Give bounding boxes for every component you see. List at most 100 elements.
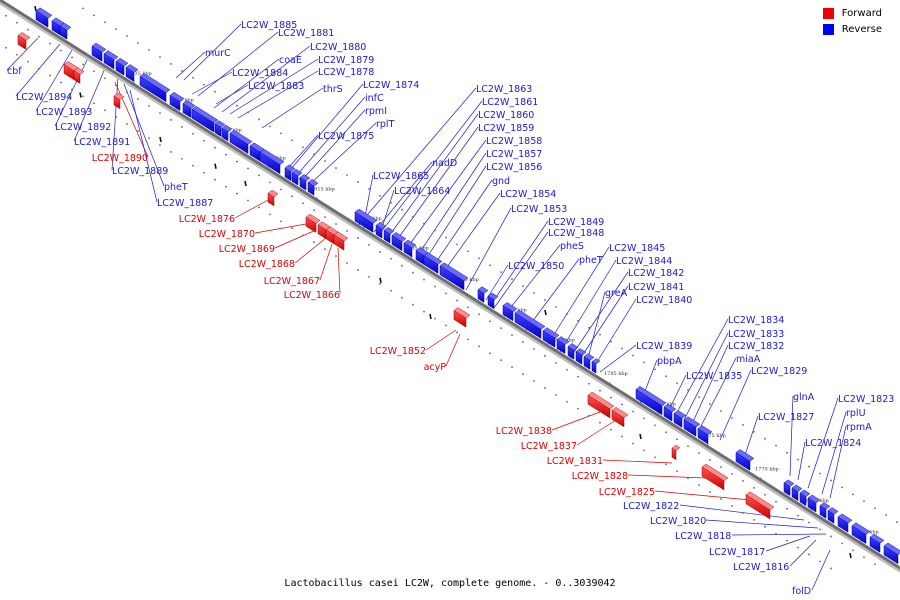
reverse-leader — [301, 109, 366, 181]
grid-dot — [269, 213, 271, 216]
grid-dot — [775, 532, 777, 535]
reverse-leader — [183, 23, 242, 81]
reverse-label: LC2W_1880 — [310, 42, 366, 53]
grid-dot — [654, 424, 656, 427]
reverse-swatch — [822, 24, 834, 35]
grid-dot — [610, 340, 612, 343]
gene-top-face — [305, 213, 321, 224]
grid-dot — [159, 144, 161, 146]
reverse-label: LC2W_1854 — [500, 189, 556, 200]
grid-dot — [445, 236, 447, 239]
reverse-leader — [111, 75, 119, 171]
grid-dot — [753, 486, 755, 489]
grid-dot — [82, 7, 84, 10]
forward-label: LC2W_1876 — [179, 214, 235, 225]
grid-dot — [819, 528, 821, 531]
grid-dot — [445, 324, 447, 327]
grid-dot — [764, 493, 766, 496]
grid-dot — [148, 49, 150, 51]
legend-label-forward: Forward — [841, 8, 882, 19]
grid-dot — [203, 171, 205, 174]
reverse-leader — [465, 207, 512, 291]
reverse-label: LC2W_1816 — [733, 562, 789, 573]
grid-dot — [379, 194, 381, 197]
reverse-label: LC2W_1853 — [511, 204, 567, 215]
grid-dot — [786, 539, 788, 542]
gene-top-face — [735, 449, 755, 462]
reverse-leader — [731, 533, 827, 536]
grid-dot — [720, 466, 722, 468]
grid-dot — [566, 368, 568, 371]
grid-dot — [434, 229, 436, 232]
grid-dot — [192, 132, 194, 135]
grid-dot — [214, 178, 216, 181]
gene-top-face — [827, 507, 839, 515]
grid-dot — [137, 130, 139, 132]
grid-dot — [764, 525, 766, 528]
grid-dot — [225, 97, 227, 100]
grid-dot — [236, 160, 238, 163]
reverse-leader — [309, 122, 377, 185]
forward-label: LC2W_1825 — [599, 487, 655, 498]
reverse-leader — [789, 539, 817, 567]
reverse-leader — [221, 45, 311, 113]
grid-dot — [643, 361, 645, 364]
reverse-leader — [719, 369, 752, 441]
grid-dot — [896, 521, 898, 524]
reverse-label: LC2W_1829 — [751, 366, 807, 377]
grid-dot — [192, 164, 194, 167]
grid-dot — [5, 14, 7, 17]
reverse-label: LC2W_1822 — [623, 501, 679, 512]
reverse-label: LC2W_1833 — [728, 329, 784, 340]
gene-top-face — [514, 309, 546, 330]
gene-top-face — [267, 189, 279, 198]
scale-tick-label: 1800 kbp — [455, 277, 479, 283]
reverse-label: LC2W_1879 — [318, 55, 374, 66]
grid-dot — [577, 407, 579, 410]
forward-leader — [337, 247, 341, 295]
reverse-leader — [679, 504, 805, 521]
reverse-leader — [765, 535, 811, 552]
reverse-leader — [191, 71, 233, 95]
grid-dot — [753, 518, 755, 521]
grid-dot — [16, 21, 18, 24]
grid-dot — [775, 500, 777, 503]
forward-label: LC2W_1837 — [521, 441, 577, 452]
reverse-leader — [811, 549, 831, 591]
grid-dot — [808, 553, 810, 556]
grid-dot — [258, 118, 260, 121]
grid-dot — [742, 424, 744, 426]
reverse-label: murC — [205, 48, 231, 59]
gene-top-face — [502, 302, 518, 313]
grid-dot — [731, 417, 733, 419]
reverse-leader — [821, 411, 847, 495]
grid-dot — [676, 438, 678, 441]
grid-dot — [709, 491, 711, 493]
gene-top-face — [125, 64, 139, 73]
grid-dot — [830, 535, 832, 538]
grid-dot — [555, 393, 557, 396]
grid-dot — [170, 119, 172, 121]
grid-dot — [346, 230, 348, 232]
reverse-leader — [123, 83, 165, 187]
reverse-leader — [577, 285, 629, 363]
reverse-leader — [807, 397, 839, 489]
grid-dot — [280, 132, 282, 135]
gene-top-face — [819, 502, 831, 510]
reverse-label: LC2W_1864 — [394, 186, 450, 197]
grid-dot — [533, 380, 535, 382]
gene-top-face — [191, 105, 219, 124]
forward-label: LC2W_1852 — [370, 346, 426, 357]
grid-dot — [115, 116, 117, 119]
forward-leader — [627, 474, 707, 479]
grid-dot — [643, 449, 645, 452]
grid-dot — [159, 56, 161, 58]
grid-dot — [885, 514, 887, 517]
grid-dot — [511, 366, 513, 369]
grid-dot — [786, 507, 788, 510]
grid-dot — [280, 220, 282, 223]
reverse-label: LC2W_1887 — [157, 198, 213, 209]
grid-dot — [93, 70, 95, 73]
reverse-label: LC2W_1849 — [548, 217, 604, 228]
grid-dot — [390, 201, 392, 204]
